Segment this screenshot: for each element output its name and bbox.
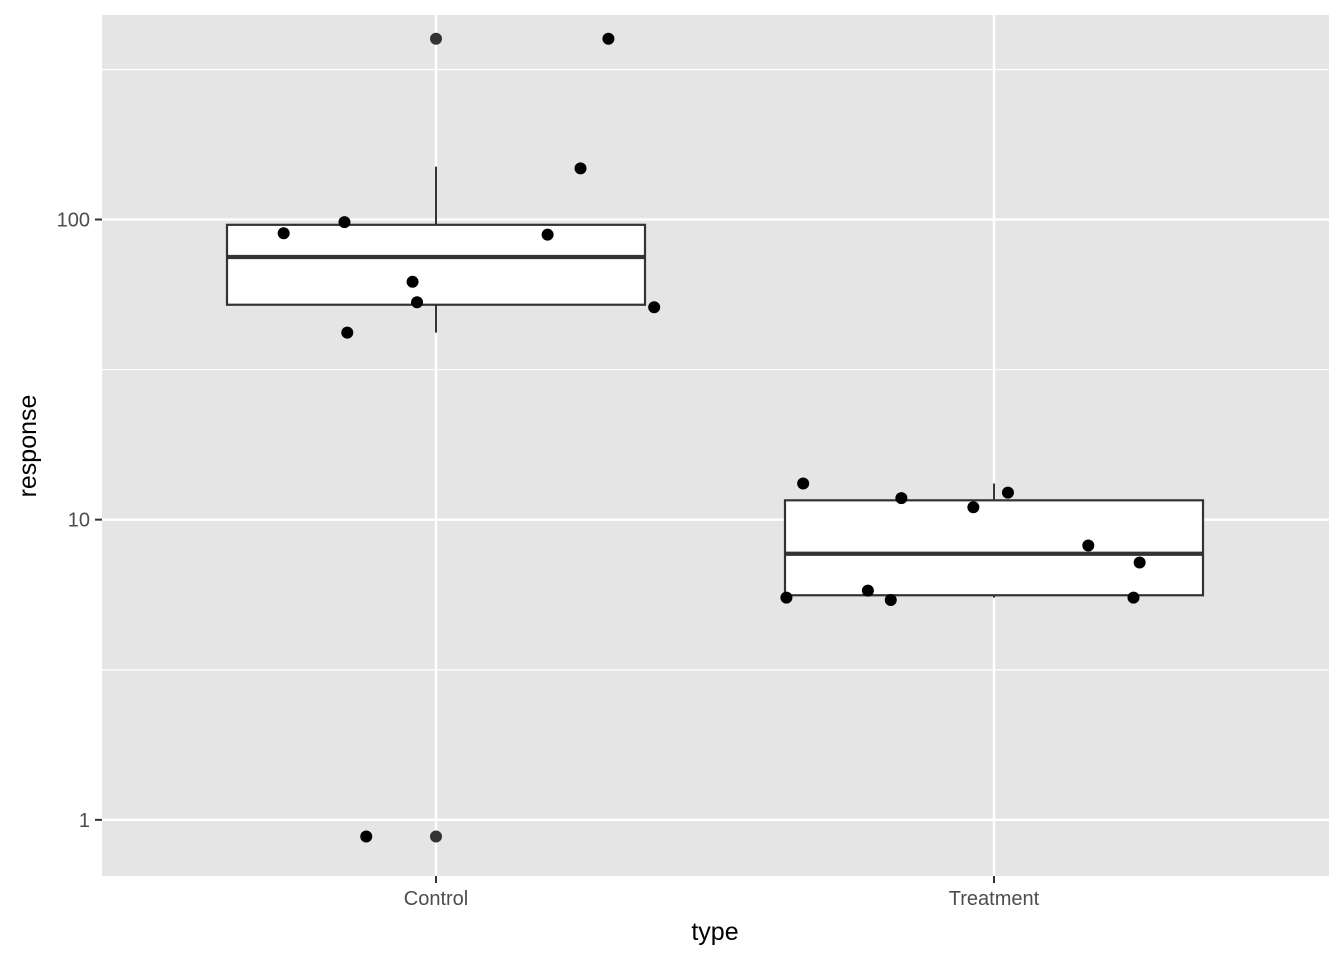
box-treatment	[783, 483, 1205, 598]
data-point	[1127, 591, 1140, 604]
x-axis: Control Treatment	[404, 876, 1040, 910]
data-point	[895, 492, 908, 505]
minor-gridlines	[102, 68, 1329, 671]
y-axis: 1 10 100	[57, 209, 102, 832]
outlier-point	[430, 830, 442, 843]
data-point	[338, 216, 351, 229]
outlier-points	[430, 32, 442, 843]
data-point	[406, 275, 419, 288]
data-point	[602, 32, 615, 45]
y-axis-title: response	[14, 395, 42, 498]
jitter-points	[277, 32, 1146, 843]
data-point	[967, 501, 980, 514]
x-tick-label: Treatment	[949, 888, 1040, 910]
box-control	[225, 166, 647, 333]
data-point	[360, 830, 373, 843]
box-iqr	[783, 499, 1205, 597]
data-point	[861, 584, 874, 597]
data-point	[1001, 486, 1014, 499]
data-point	[411, 296, 424, 309]
data-point	[541, 228, 554, 241]
data-point	[574, 162, 587, 175]
major-gridlines	[102, 15, 1329, 876]
data-point	[1082, 539, 1095, 552]
data-point	[884, 593, 897, 606]
data-point	[780, 591, 793, 604]
y-tick-label: 10	[68, 510, 90, 532]
x-tick-label: Control	[404, 888, 468, 910]
outlier-point	[430, 32, 442, 45]
x-axis-title: type	[691, 918, 738, 946]
y-tick-label: 100	[57, 209, 90, 231]
data-point	[797, 477, 810, 490]
box-iqr	[225, 223, 647, 306]
y-tick-label: 1	[79, 810, 90, 832]
plot-panel	[102, 15, 1329, 876]
data-point	[341, 326, 354, 339]
data-point	[1133, 556, 1146, 569]
data-point	[277, 227, 290, 240]
boxes	[225, 166, 1205, 598]
data-point	[648, 301, 661, 314]
